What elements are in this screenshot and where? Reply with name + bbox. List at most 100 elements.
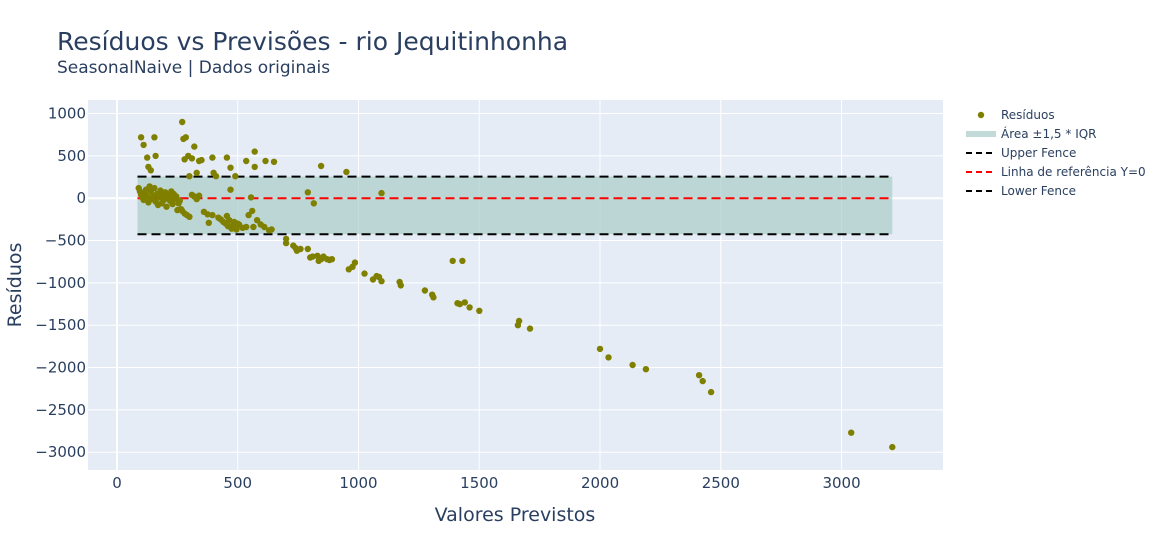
chart-subtitle: SeasonalNaive | Dados originais [57, 58, 330, 78]
residual-point [147, 167, 154, 174]
legend-item[interactable]: Resíduos [977, 108, 1055, 122]
residual-point [699, 377, 706, 385]
residual-point [270, 158, 278, 165]
residual-point [526, 325, 534, 332]
legend-label: Área ±1,5 * IQR [1001, 126, 1097, 141]
residual-point [188, 155, 196, 162]
residual-point [227, 164, 234, 171]
residual-point [152, 152, 159, 160]
residual-point [449, 257, 456, 265]
residual-point [226, 217, 233, 224]
residual-point [378, 278, 385, 285]
residual-point [204, 211, 211, 218]
x-tick-label: 1500 [460, 474, 498, 492]
legend-band-swatch [966, 131, 996, 137]
x-axis-title: Valores Previstos [435, 504, 596, 526]
residual-point [205, 219, 212, 226]
residual-point [253, 217, 261, 224]
residual-point [195, 192, 203, 199]
residual-point [430, 294, 437, 301]
residual-point [596, 345, 604, 353]
residual-point [459, 257, 466, 265]
residual-point [707, 388, 715, 396]
residual-point [193, 169, 200, 176]
residual-point [151, 184, 158, 192]
x-tick-label: 2500 [702, 474, 740, 492]
y-tick-label: 500 [57, 147, 86, 165]
residual-point [889, 443, 896, 451]
legend[interactable]: Resíduos Área ±1,5 * IQR Upper Fence Linha … [966, 108, 1146, 198]
residual-point [309, 253, 316, 260]
residual-point [144, 193, 151, 200]
residual-point [247, 194, 255, 201]
residual-point [695, 372, 703, 379]
residual-point [173, 193, 180, 200]
y-tick-label: 0 [76, 189, 86, 207]
residual-point [328, 256, 336, 263]
residual-point [191, 143, 198, 150]
residual-point [304, 189, 311, 196]
residual-point [642, 366, 650, 373]
chart-title: Resíduos vs Previsões - rio Jequitinhonh… [57, 27, 568, 56]
residual-point [261, 223, 268, 231]
legend-label: Lower Fence [1001, 184, 1076, 198]
residual-point [169, 200, 176, 208]
plot-area [88, 100, 943, 470]
x-tick-label: 2000 [581, 474, 619, 492]
legend-label: Linha de referência Y=0 [1001, 165, 1146, 179]
y-tick-label: −1000 [35, 274, 86, 292]
residual-point [227, 186, 234, 193]
points-layer [135, 118, 896, 451]
y-tick-label: −2000 [35, 359, 86, 377]
legend-item[interactable]: Lower Fence [966, 184, 1076, 198]
residual-point [212, 173, 220, 180]
residual-point [232, 173, 239, 180]
residual-point [223, 154, 231, 161]
residual-point [137, 134, 145, 141]
residual-point [466, 304, 473, 311]
residual-point [251, 148, 258, 155]
residual-point [144, 154, 151, 161]
residual-point [297, 245, 304, 253]
residual-point [282, 239, 290, 247]
x-tick-label: 3000 [822, 474, 860, 492]
residual-point [605, 354, 612, 361]
residual-point [163, 203, 170, 210]
x-tick-label: 1000 [339, 474, 377, 492]
residual-point [343, 168, 350, 176]
y-tick-label: −1500 [35, 316, 86, 334]
residual-point [198, 156, 205, 164]
residual-point [243, 223, 250, 231]
residual-point [361, 270, 368, 277]
residual-point [245, 211, 252, 219]
tick-labels: 0 500 1000 1500 2000 2500 3000 1000 500 0 −500 −100… [35, 105, 860, 492]
y-axis-title: Resíduos [4, 243, 26, 328]
residual-point [140, 141, 147, 149]
legend-item[interactable]: Upper Fence [966, 146, 1076, 160]
residual-point [179, 118, 186, 126]
residual-point [251, 163, 258, 171]
residual-point [209, 154, 216, 161]
residual-point [250, 223, 257, 231]
legend-label: Upper Fence [1001, 146, 1076, 160]
legend-marker [977, 111, 985, 119]
legend-item[interactable]: Área ±1,5 * IQR [966, 126, 1097, 141]
residual-point [456, 300, 464, 308]
residual-point [186, 173, 193, 180]
legend-label: Resíduos [1001, 108, 1055, 122]
residual-point [146, 183, 153, 190]
y-tick-label: 1000 [48, 105, 86, 123]
residual-point [629, 361, 636, 369]
residual-point [151, 134, 158, 141]
residual-point [476, 307, 483, 314]
y-tick-label: −500 [45, 232, 86, 250]
x-tick-label: 0 [112, 474, 122, 492]
residual-point [515, 317, 523, 325]
residual-point [461, 299, 468, 306]
legend-item[interactable]: Linha de referência Y=0 [966, 165, 1146, 179]
residual-point [351, 259, 359, 266]
residual-point [182, 134, 189, 141]
y-tick-label: −3000 [35, 443, 86, 461]
residual-point [397, 282, 404, 289]
residual-point [209, 211, 216, 219]
